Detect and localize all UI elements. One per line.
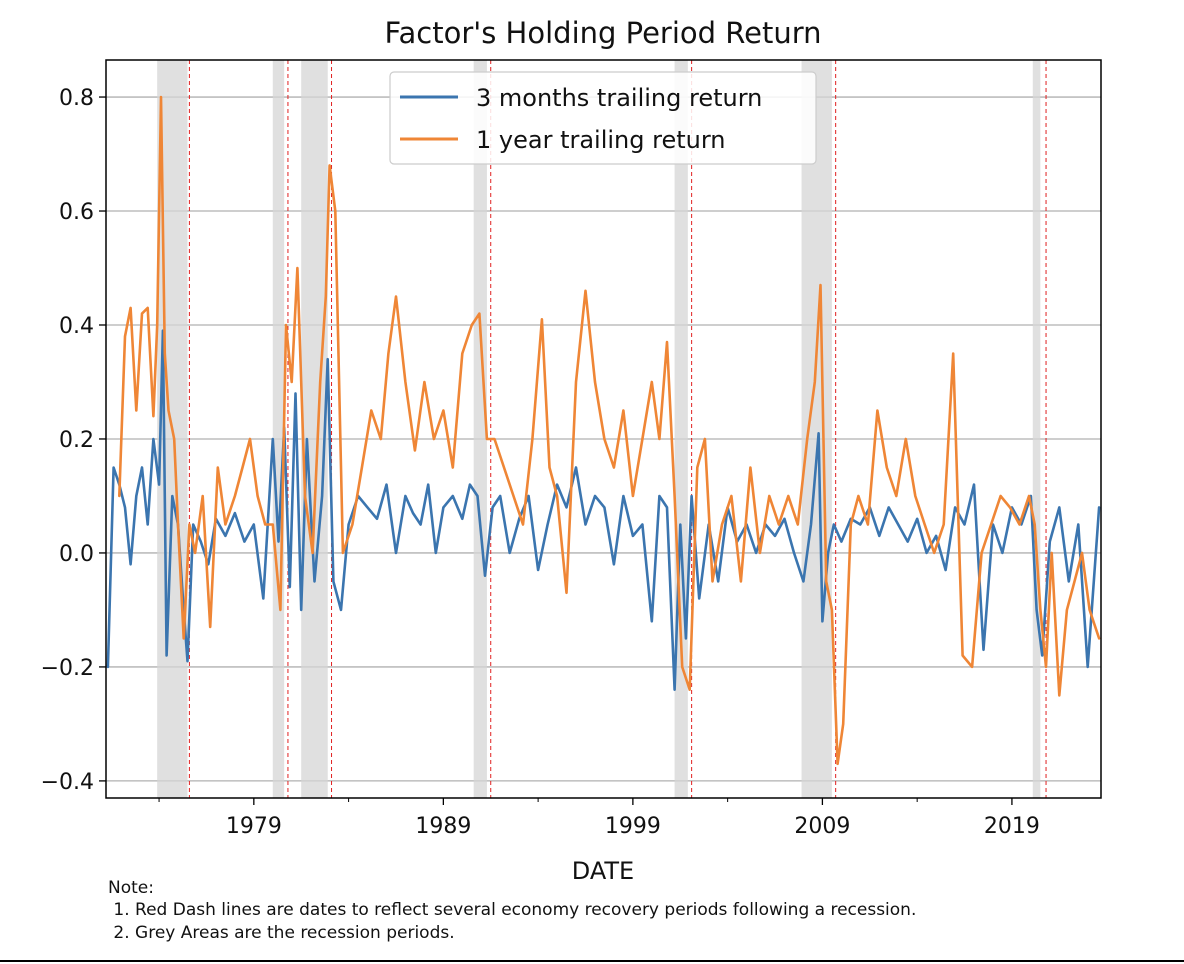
x-tick-label-1: 1989 (415, 814, 471, 839)
y-tick-label-2: 0.4 (59, 314, 94, 339)
y-tick-label-3: 0.2 (59, 428, 94, 453)
legend-label-3-months: 3 months trailing return (476, 84, 762, 112)
recession-band-4 (674, 60, 688, 798)
x-tick-label-4: 2019 (984, 814, 1040, 839)
recession-band-2 (301, 60, 328, 798)
note-heading: Note: (108, 878, 154, 898)
recession-band-3 (473, 60, 487, 798)
note-line-1: 1. Red Dash lines are dates to reflect s… (108, 900, 916, 920)
chart-title: Factor's Holding Period Return (384, 16, 821, 50)
legend: 3 months trailing return 1 year trailing… (389, 71, 817, 165)
x-axis-label: DATE (572, 857, 634, 885)
plot-area (106, 60, 1101, 798)
plot-frame (105, 59, 1102, 799)
recession-band-1 (272, 60, 285, 798)
recession-band-6 (1032, 60, 1041, 798)
recession-band-5 (801, 60, 832, 798)
series-line-1 (118, 95, 1101, 766)
y-tick-label-5: −0.2 (41, 656, 94, 681)
legend-label-1-year: 1 year trailing return (476, 126, 726, 154)
note-line-2: 2. Grey Areas are the recession periods. (108, 923, 455, 943)
legend-box (389, 71, 817, 165)
y-tick-label-4: 0.0 (59, 542, 94, 567)
x-tick-label-0: 1979 (226, 814, 282, 839)
axis-ticks: 0.8 0.6 0.4 0.2 0.0 −0.2 −0.4 1979 1989 1999 2009 2… (41, 86, 1040, 839)
y-tick-label-1: 0.6 (59, 200, 94, 225)
series-line-0 (106, 329, 1101, 692)
footnote: Note: 1. Red Dash lines are dates to ref… (108, 878, 916, 943)
x-tick-label-2: 1999 (605, 814, 661, 839)
x-tick-label-3: 2009 (794, 814, 850, 839)
y-tick-label-0: 0.8 (59, 86, 94, 111)
y-tick-label-6: −0.4 (41, 770, 94, 795)
